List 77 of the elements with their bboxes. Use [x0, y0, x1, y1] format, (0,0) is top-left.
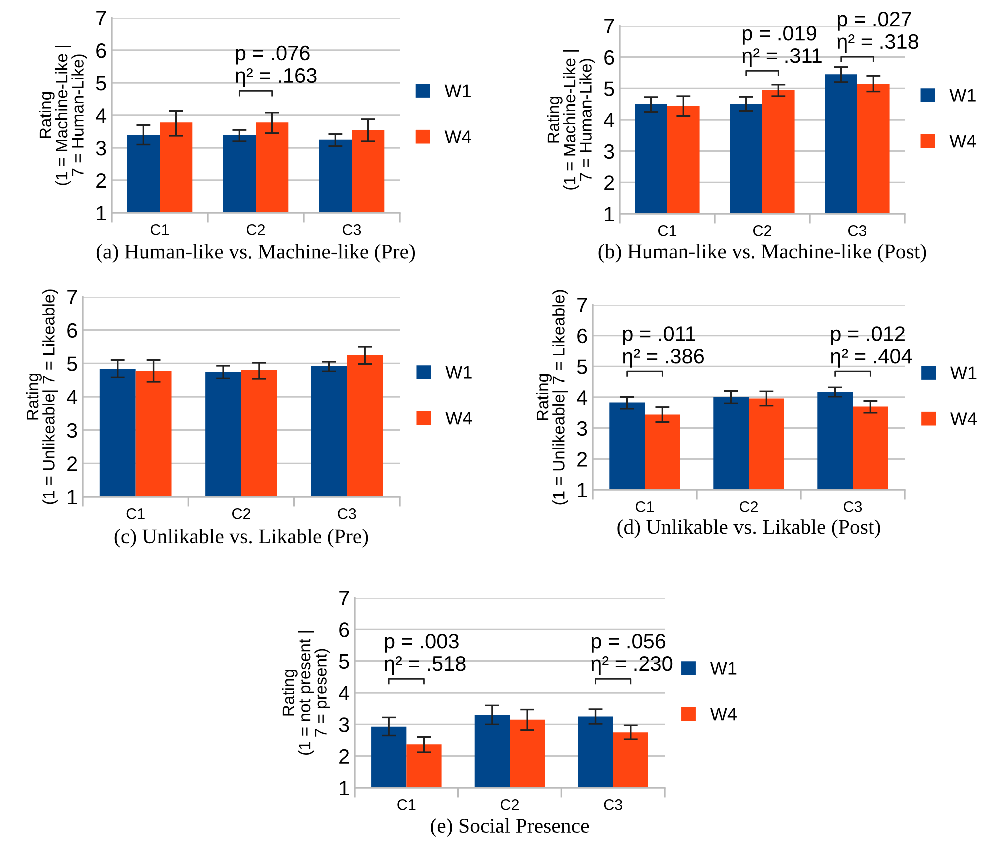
y-tick-label: 3 [577, 421, 588, 436]
x-tick-label: C1 [398, 800, 416, 810]
y-tick-label: 2 [340, 749, 350, 764]
y-tick-label: 4 [604, 113, 615, 128]
annotation: p = .012 η² = .404 [831, 326, 912, 368]
legend-label: W1 [950, 89, 976, 102]
y-tick-label: 1 [605, 207, 614, 222]
y-tick-label: 5 [577, 360, 588, 374]
x-tick-label: C1 [636, 502, 654, 512]
y-tick-label: 5 [67, 356, 78, 372]
legend-label: W1 [444, 84, 471, 98]
y-tick-label: 7 [340, 591, 350, 606]
y-tick-label: 6 [578, 328, 588, 344]
y-tick-label: 7 [604, 19, 614, 34]
text: (d) Unlikable vs. Likable (Post) [618, 520, 880, 538]
legend-label: W1 [950, 366, 977, 380]
x-tick-label: C3 [343, 224, 362, 236]
y-tick-label: 4 [577, 390, 588, 406]
y-tick-label: 5 [604, 82, 614, 96]
annotation: p = .011 η² = .386 [623, 326, 704, 368]
x-tick-label: C1 [151, 224, 170, 236]
legend-label: W4 [444, 130, 472, 144]
y-tick-label: 6 [604, 50, 614, 66]
y-tick-label: 2 [578, 452, 588, 467]
x-tick-label: C2 [740, 502, 758, 512]
y-axis-title: Rating (1 = Unlikeable| 7 = Likeable) [26, 290, 58, 504]
annotation: p = .019 η² = .311 [742, 26, 822, 68]
legend-label: W4 [950, 412, 978, 426]
text: (a) Human-like vs. Machine-like (Pre) [96, 244, 416, 264]
text: (c) Unlikable vs. Likable (Pre) [114, 529, 368, 548]
y-tick-label: 4 [96, 108, 107, 124]
y-axis-title: Rating (1 = Machine-Like | 7 = Human-Like) [547, 50, 596, 190]
y-tick-label: 1 [340, 781, 350, 796]
y-tick-label: 6 [96, 44, 106, 58]
y-tick-label: 3 [67, 423, 78, 438]
y-tick-label: 6 [340, 622, 350, 638]
x-tick-label: C1 [658, 226, 677, 236]
y-tick-label: 3 [96, 141, 106, 156]
y-tick-label: 4 [67, 390, 78, 405]
legend-label: W1 [446, 366, 472, 379]
x-tick-label: C3 [844, 502, 862, 512]
y-tick-label: 3 [339, 718, 350, 732]
legend-label: W4 [710, 708, 737, 721]
x-tick-label: C3 [848, 226, 867, 236]
y-tick-label: 5 [339, 654, 350, 670]
y-tick-label: 5 [96, 76, 106, 91]
y-tick-label: 1 [578, 483, 588, 498]
annotation: p = .056 η² = .230 [592, 634, 673, 676]
y-tick-label: 7 [578, 298, 588, 313]
x-tick-label: C2 [232, 508, 250, 520]
x-tick-label: C2 [247, 224, 265, 236]
annotation: p = .027 η² = .318 [838, 12, 919, 54]
text: (b) Human-like vs. Machine-like (Post) [598, 244, 926, 263]
y-tick-label: 2 [96, 174, 106, 188]
x-tick-label: C3 [338, 508, 356, 520]
y-tick-label: 7 [68, 290, 78, 305]
text: (e) Social Presence [431, 818, 590, 838]
y-axis-title: Rating (1 = Machine-Like | 7 = Human-Like) [39, 46, 88, 186]
legend-label: W1 [710, 662, 737, 675]
y-tick-label: 6 [68, 323, 78, 338]
x-tick-label: C2 [754, 226, 772, 236]
y-tick-label: 1 [97, 206, 106, 221]
y-tick-label: 3 [604, 144, 614, 160]
y-tick-label: 2 [604, 176, 614, 190]
y-tick-label: 4 [339, 686, 350, 701]
y-tick-label: 7 [96, 11, 106, 26]
legend-label: W4 [446, 412, 472, 425]
y-axis-title: Rating (1 = not present | 7 = present) [282, 631, 330, 756]
y-tick-label: 2 [68, 456, 78, 472]
annotation: p = .076 η² = .163 [236, 46, 317, 88]
x-tick-label: C2 [501, 800, 519, 810]
y-axis-title: Rating (1 = Unlikeable| 7 = Likeable) [536, 290, 568, 505]
x-tick-label: C3 [604, 800, 622, 810]
legend-label: W4 [950, 135, 976, 148]
x-tick-label: C1 [126, 508, 145, 520]
annotation: p = .003 η² = .518 [385, 634, 466, 676]
y-tick-label: 1 [68, 490, 78, 505]
